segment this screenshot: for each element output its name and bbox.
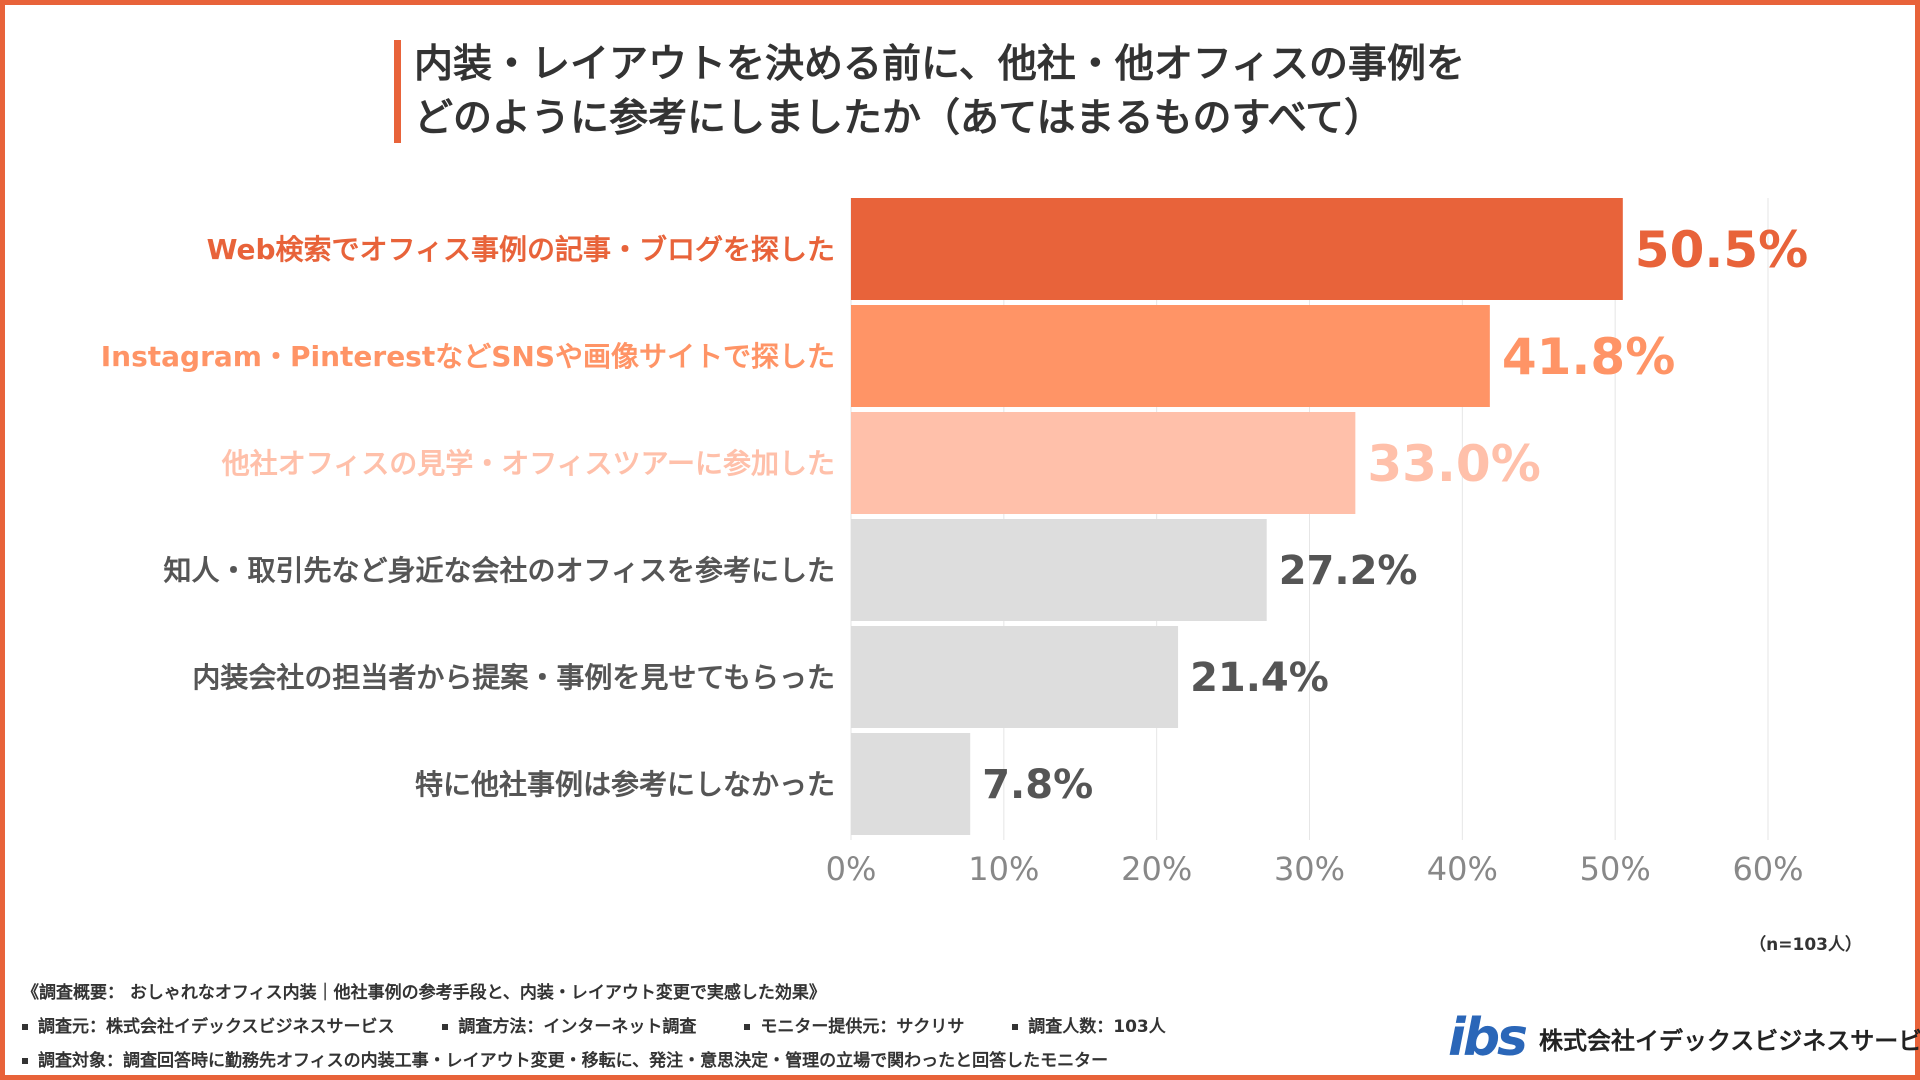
category-label: 特に他社事例は参考にしなかった: [415, 768, 835, 801]
bullet-square-icon: [744, 1024, 751, 1030]
bar: [851, 198, 1623, 300]
bullet-square-icon: [22, 1024, 28, 1030]
sample-size: （n=103人）: [1749, 935, 1862, 955]
x-tick-label: 50%: [1580, 850, 1651, 888]
ibs-logo-mark: ibs: [1448, 1008, 1528, 1068]
category-label: 内装会社の担当者から提案・事例を見せてもらった: [192, 661, 835, 694]
data-label: 21.4%: [1190, 655, 1329, 701]
survey-detail-item: 調査方法：インターネット調査: [442, 1010, 696, 1044]
x-tick-label: 40%: [1427, 850, 1498, 888]
category-label: Web検索でオフィス事例の記事・ブログを探した: [207, 233, 835, 266]
survey-details-row: 調査元：株式会社イデックスビジネスサービス 調査方法：インターネット調査 モニタ…: [22, 1010, 1442, 1044]
survey-target: 調査対象：調査回答時に勤務先オフィスの内装工事・レイアウト変更・移転に、発注・意…: [22, 1044, 1442, 1078]
survey-detail-item: 調査人数：103人: [1012, 1010, 1166, 1044]
bar: [851, 733, 971, 835]
bar: [851, 519, 1267, 621]
chart-title: 内装・レイアウトを決める前に、他社・他オフィスの事例を どのように参考にしました…: [414, 38, 1814, 146]
survey-footer: 《調査概要： おしゃれなオフィス内装｜他社事例の参考手段と、内装・レイアウト変更…: [22, 976, 1442, 1078]
category-label: Instagram・PinterestなどSNSや画像サイトで探した: [101, 340, 835, 373]
survey-detail-item: モニター提供元：サクリサ: [744, 1010, 964, 1044]
bar-chart: 0% 10% 20% 30% 40% 50% 60% Web検索でオフィス事例の記事・ブログを…: [101, 198, 1808, 888]
bar: [851, 412, 1356, 514]
bullet-square-icon: [1012, 1024, 1019, 1030]
bullet-square-icon: [22, 1058, 28, 1064]
bar: [851, 305, 1490, 407]
chart-title-line-2: どのように参考にしましたか（あてはまるものすべて）: [414, 96, 1384, 141]
x-tick-label: 30%: [1274, 850, 1345, 888]
bar: [851, 626, 1179, 728]
data-label: 33.0%: [1367, 435, 1540, 493]
x-tick-label: 60%: [1732, 850, 1803, 888]
bullet-square-icon: [442, 1024, 449, 1030]
category-label: 知人・取引先など身近な会社のオフィスを参考にした: [164, 554, 835, 587]
title-accent-bar: [394, 40, 401, 143]
survey-overview: 《調査概要： おしゃれなオフィス内装｜他社事例の参考手段と、内装・レイアウト変更…: [22, 983, 826, 1003]
chart-title-line-1: 内装・レイアウトを決める前に、他社・他オフィスの事例を: [414, 42, 1466, 87]
company-name: 株式会社イデックスビジネスサービス: [1539, 1026, 1920, 1055]
data-label: 41.8%: [1502, 328, 1675, 386]
data-label: 7.8%: [982, 762, 1093, 808]
company-logo: ibs 株式会社イデックスビジネスサービス: [1448, 1008, 1920, 1068]
data-label: 27.2%: [1279, 548, 1418, 594]
x-tick-label: 0%: [826, 850, 877, 888]
data-label: 50.5%: [1635, 221, 1808, 279]
survey-detail-item: 調査元：株式会社イデックスビジネスサービス: [22, 1010, 395, 1044]
x-tick-label: 20%: [1121, 850, 1192, 888]
category-label: 他社オフィスの見学・オフィスツアーに参加した: [221, 447, 835, 480]
x-tick-label: 10%: [968, 850, 1039, 888]
